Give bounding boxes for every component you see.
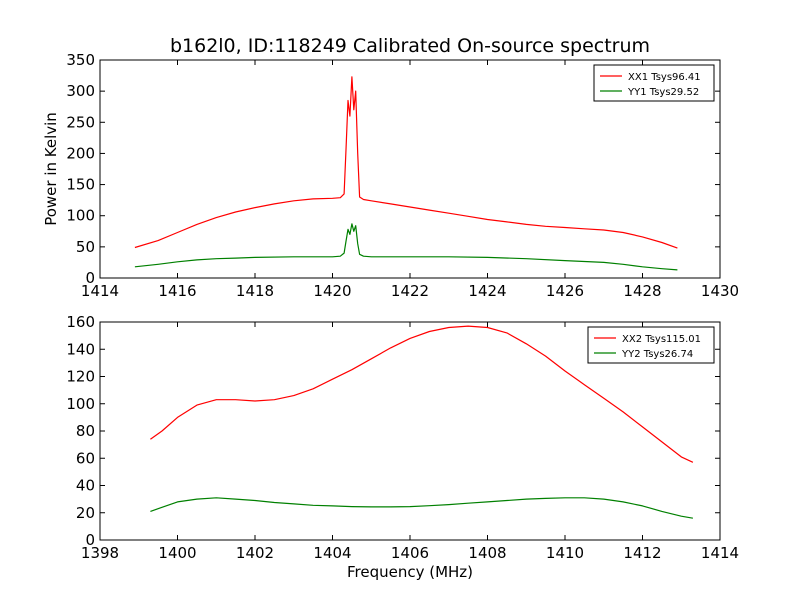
y-tick-label: 200 <box>66 144 95 162</box>
y-tick-label: 60 <box>76 449 95 467</box>
y-tick-label: 100 <box>66 207 95 225</box>
panels: 1414 1416 1418 1420 1422 1424 1426 1428 1430 0 50 1… <box>42 51 739 581</box>
y-tick-label: 50 <box>76 238 95 256</box>
y-tick-label: 0 <box>85 269 95 287</box>
y-tick-label: 40 <box>76 477 95 495</box>
x-tick-label: 1406 <box>391 544 429 562</box>
x-tick-label: 1416 <box>158 282 196 300</box>
x-tick-label: 1404 <box>313 544 351 562</box>
x-tick-label: 1420 <box>313 282 351 300</box>
x-tick-label: 1424 <box>468 282 506 300</box>
x-tick-label: 1428 <box>623 282 661 300</box>
y-tick-label: 160 <box>66 313 95 331</box>
legend: XX2 Tsys115.01 YY2 Tsys26.74 <box>587 326 715 364</box>
y-tick-label: 0 <box>85 531 95 549</box>
y-tick-label: 350 <box>66 51 95 69</box>
x-tick-label: 1414 <box>701 544 739 562</box>
legend-label: XX2 Tsys115.01 <box>622 334 701 345</box>
panel-1: 1414 1416 1418 1420 1422 1424 1426 1428 1430 0 50 1… <box>42 51 739 300</box>
x-tick-label: 1412 <box>623 544 661 562</box>
y-tick-label: 300 <box>66 82 95 100</box>
x-tick-label: 1398 <box>81 544 119 562</box>
y-tick-label: 80 <box>76 422 95 440</box>
x-tick-label: 1400 <box>158 544 196 562</box>
chart-title: b162l0, ID:118249 Calibrated On-source s… <box>170 35 650 57</box>
x-tick-label: 1422 <box>391 282 429 300</box>
y-tick-label: 20 <box>76 504 95 522</box>
x-tick-label: 1410 <box>546 544 584 562</box>
x-tick-label: 1408 <box>468 544 506 562</box>
legend-label: YY2 Tsys26.74 <box>621 349 693 360</box>
legend-label: YY1 Tsys29.52 <box>627 87 699 98</box>
legend-box <box>587 326 715 364</box>
x-tick-label: 1418 <box>236 282 274 300</box>
x-tick-label: 1414 <box>81 282 119 300</box>
y-tick-label: 140 <box>66 340 95 358</box>
legend-label: XX1 Tsys96.41 <box>628 72 701 83</box>
x-tick-label: 1426 <box>546 282 584 300</box>
x-tick-label: 1402 <box>236 544 274 562</box>
y-tick-label: 120 <box>66 368 95 386</box>
series-line-1-2 <box>134 223 678 271</box>
series-line-2-1 <box>150 325 694 463</box>
x-axis-label: Frequency (MHz) <box>347 563 473 581</box>
panel-2: 1398 1400 1402 1404 1406 1408 1410 1412 1414 0 20 4… <box>66 313 739 581</box>
legend-box <box>593 64 715 102</box>
series-line-2-2 <box>150 497 694 519</box>
x-tick-label: 1430 <box>701 282 739 300</box>
legend: XX1 Tsys96.41 YY1 Tsys29.52 <box>593 64 715 102</box>
series-line-1-1 <box>134 76 678 249</box>
y-tick-label: 100 <box>66 395 95 413</box>
y-tick-label: 250 <box>66 113 95 131</box>
y-tick-label: 150 <box>66 176 95 194</box>
y-axis-label: Power in Kelvin <box>42 112 60 226</box>
